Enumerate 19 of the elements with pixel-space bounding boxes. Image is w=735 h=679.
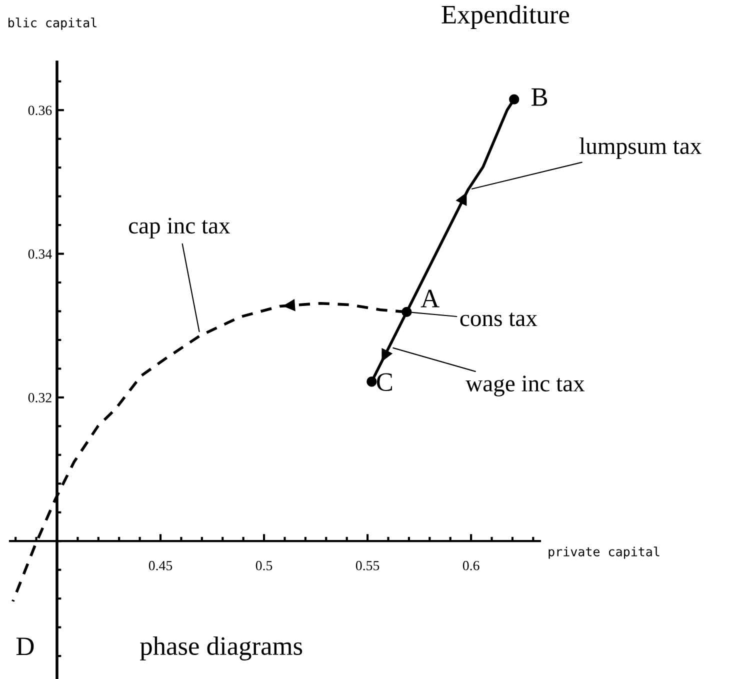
- x-tick-label: 0.5: [256, 560, 272, 570]
- y-tick-label: 0.34: [28, 249, 52, 259]
- annotation: phase diagrams: [140, 636, 302, 660]
- annotation: C: [376, 373, 392, 392]
- y-tick-label: 0.32: [28, 393, 52, 402]
- chart-title: Expenditure: [442, 5, 570, 29]
- x-tick-label: 0.55: [356, 560, 380, 570]
- x-axis-title: private capital: [548, 546, 660, 559]
- text: cap inc tax: [128, 218, 230, 238]
- y-axis-title: blic capital: [8, 18, 96, 30]
- annotation: A: [420, 290, 440, 308]
- annotation: B: [532, 88, 548, 106]
- x-tick-label: 0.45: [148, 560, 172, 570]
- annotation: cons tax: [460, 312, 538, 326]
- text: lumpsum tax: [580, 137, 702, 159]
- annotation: D: [16, 638, 34, 656]
- y-tick-label: 0.36: [28, 106, 52, 116]
- text: wage inc tax: [466, 376, 585, 396]
- x-tick-label: 0.6: [462, 560, 480, 570]
